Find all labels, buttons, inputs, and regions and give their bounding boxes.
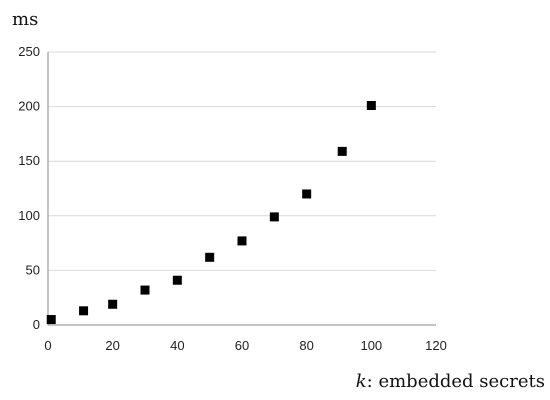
y-tick-label-250: 250 — [18, 44, 40, 59]
x-tick-labels: 0 20 40 60 80 100 120 — [44, 338, 446, 353]
y-tick-label-100: 100 — [18, 208, 40, 223]
y-tick-label-200: 200 — [18, 99, 40, 114]
x-tick-label-80: 80 — [299, 338, 313, 353]
data-point-0-1 — [79, 306, 89, 316]
data-points — [46, 101, 376, 325]
x-tick-label-120: 120 — [425, 338, 447, 353]
data-point-0-9 — [337, 146, 347, 156]
x-tick-label-40: 40 — [170, 338, 184, 353]
y-tick-label-150: 150 — [18, 153, 40, 168]
y-tick-label-50: 50 — [26, 262, 40, 277]
data-point-0-8 — [302, 189, 312, 199]
data-point-0-0 — [46, 315, 56, 325]
x-tick-label-100: 100 — [360, 338, 382, 353]
y-tick-labels: 0 50 100 150 200 250 — [18, 44, 40, 332]
x-tick-label-60: 60 — [235, 338, 249, 353]
y-axis-title: ms — [12, 9, 38, 30]
data-point-0-6 — [237, 236, 247, 246]
y-tick-label-0: 0 — [33, 317, 40, 332]
x-axis-title-variable: k — [356, 371, 367, 392]
data-point-0-3 — [140, 285, 150, 295]
data-point-0-5 — [205, 252, 215, 262]
data-point-0-4 — [172, 275, 182, 285]
x-tick-label-0: 0 — [44, 338, 51, 353]
x-axis-title: k: embedded secrets — [356, 371, 545, 392]
data-point-0-10 — [366, 101, 376, 111]
data-point-0-7 — [269, 212, 279, 222]
x-axis-title-text: : embedded secrets — [367, 371, 545, 392]
data-point-0-2 — [108, 299, 118, 309]
x-tick-label-20: 20 — [105, 338, 119, 353]
axes — [47, 52, 436, 326]
